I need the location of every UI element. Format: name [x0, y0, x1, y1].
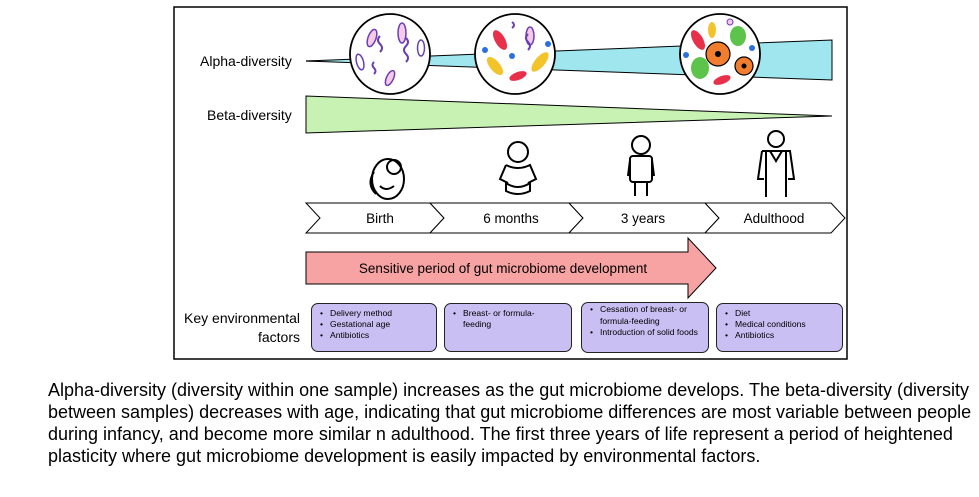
- factor-box-birth: Delivery method Gestational age Antibiot…: [311, 303, 437, 352]
- timeline-label-6-months: 6 months: [483, 211, 539, 226]
- alpha-diversity-label: Alpha-diversity: [200, 53, 292, 69]
- microbe-circle-mid: [474, 13, 556, 95]
- factor-item: Medical conditions: [725, 319, 836, 330]
- sensitive-period-label: Sensitive period of gut microbiome devel…: [359, 261, 647, 276]
- factor-box-3-years: Cessation of breast- or formula-feeding …: [581, 302, 709, 353]
- microbe-circle-high: [679, 13, 761, 95]
- timeline-chevron-adulthood: [703, 202, 846, 234]
- factor-item: Delivery method: [320, 308, 430, 319]
- adult-icon: [756, 130, 796, 197]
- beta-wedge: [305, 95, 833, 134]
- timeline: Birth 6 months 3 years Adulthood: [304, 202, 846, 234]
- factor-item: Introduction of solid foods: [590, 327, 704, 339]
- factor-item: Gestational age: [320, 319, 430, 330]
- infant-icon: [498, 141, 538, 195]
- factor-item: Antibiotics: [320, 330, 430, 341]
- factor-box-adulthood: Diet Medical conditions Antibiotics: [716, 303, 843, 352]
- factor-item: Breast- or formula-feeding: [453, 308, 551, 330]
- diagram-figure: Birth 6 months 3 years Adulthood Sensiti…: [173, 6, 848, 360]
- timeline-label-adulthood: Adulthood: [744, 211, 805, 226]
- factor-item: Antibiotics: [725, 330, 836, 341]
- microbe-circle-low: [349, 13, 431, 95]
- timeline-label-3-years: 3 years: [621, 211, 666, 226]
- fetus-icon: [369, 158, 405, 200]
- figure-caption: Alpha-diversity (diversity within one sa…: [48, 380, 972, 466]
- factor-box-6-months: Breast- or formula-feeding: [444, 303, 572, 352]
- factor-item: Diet: [725, 308, 836, 319]
- key-factors-label: Key environmental factors: [184, 310, 300, 345]
- beta-diversity-label: Beta-diversity: [207, 107, 292, 123]
- sensitive-period-arrow: [305, 236, 717, 300]
- toddler-icon: [627, 135, 655, 196]
- factor-item: Cessation of breast- or formula-feeding: [590, 304, 704, 327]
- timeline-label-birth: Birth: [366, 211, 394, 226]
